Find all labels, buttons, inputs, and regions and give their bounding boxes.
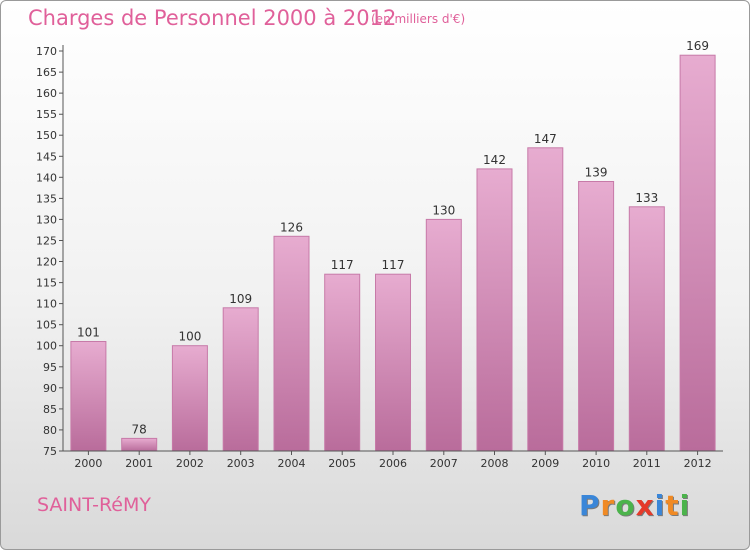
data-label-2001: 78 xyxy=(132,422,147,436)
y-tick-label-155: 155 xyxy=(36,108,57,121)
y-tick-label-90: 90 xyxy=(43,382,57,395)
data-label-2011: 133 xyxy=(635,191,658,205)
commune-name: SAINT-RéMY xyxy=(37,494,151,516)
bar-2000 xyxy=(70,341,107,452)
x-tick-label-2000: 2000 xyxy=(74,457,102,470)
data-label-2012: 169 xyxy=(686,39,709,53)
logo-letter: i xyxy=(679,489,691,522)
bar-2012 xyxy=(679,54,716,452)
data-label-2004: 126 xyxy=(280,220,303,234)
bar-2002 xyxy=(171,345,208,452)
x-tick-label-2001: 2001 xyxy=(125,457,153,470)
y-tick-label-150: 150 xyxy=(36,129,57,142)
y-tick-label-75: 75 xyxy=(43,445,57,458)
x-tick-label-2011: 2011 xyxy=(633,457,661,470)
logo-letter: t xyxy=(665,489,680,522)
logo-letter: P xyxy=(579,489,601,522)
data-label-2006: 117 xyxy=(382,258,405,272)
logo-letter: r xyxy=(600,489,616,522)
data-label-2007: 130 xyxy=(432,203,455,217)
bar-2007 xyxy=(425,218,462,452)
bar-2009 xyxy=(527,147,564,452)
y-tick-label-165: 165 xyxy=(36,66,57,79)
data-label-2008: 142 xyxy=(483,153,506,167)
logo-letter: i xyxy=(654,489,666,522)
y-tick-label-125: 125 xyxy=(36,235,57,248)
bar-2011 xyxy=(628,206,665,452)
y-tick-label-105: 105 xyxy=(36,319,57,332)
bar-2003 xyxy=(222,307,259,452)
y-tick-label-145: 145 xyxy=(36,150,57,163)
x-tick-label-2009: 2009 xyxy=(531,457,559,470)
data-label-2009: 147 xyxy=(534,132,557,146)
bar-2010 xyxy=(578,181,615,452)
y-tick-label-85: 85 xyxy=(43,403,57,416)
y-tick-label-80: 80 xyxy=(43,424,57,437)
data-label-2010: 139 xyxy=(585,166,608,180)
bar-2004 xyxy=(273,235,310,452)
y-tick-label-115: 115 xyxy=(36,277,57,290)
logo-letter: o xyxy=(615,489,636,522)
y-tick-label-110: 110 xyxy=(36,298,57,311)
data-label-2003: 109 xyxy=(229,292,252,306)
bar-2006 xyxy=(375,273,411,452)
logo-letter: x xyxy=(635,489,655,522)
bar-2001 xyxy=(121,437,158,452)
x-tick-label-2003: 2003 xyxy=(227,457,255,470)
x-tick-label-2002: 2002 xyxy=(176,457,204,470)
y-tick-label-170: 170 xyxy=(36,45,57,58)
x-tick-label-2007: 2007 xyxy=(430,457,458,470)
x-tick-label-2004: 2004 xyxy=(278,457,306,470)
proxiti-logo[interactable]: Proxiti xyxy=(579,489,690,522)
x-tick-label-2005: 2005 xyxy=(328,457,356,470)
y-tick-label-130: 130 xyxy=(36,213,57,226)
data-label-2000: 101 xyxy=(77,326,100,340)
bar-2005 xyxy=(324,273,361,452)
chart-title: Charges de Personnel 2000 à 2012 xyxy=(28,6,397,30)
x-tick-label-2010: 2010 xyxy=(582,457,610,470)
y-tick-label-140: 140 xyxy=(36,171,57,184)
y-tick-label-160: 160 xyxy=(36,87,57,100)
y-tick-label-120: 120 xyxy=(36,256,57,269)
bar-2008 xyxy=(476,168,513,452)
y-tick-label-95: 95 xyxy=(43,361,57,374)
x-tick-label-2006: 2006 xyxy=(379,457,407,470)
y-tick-label-135: 135 xyxy=(36,192,57,205)
y-tick-label-100: 100 xyxy=(36,340,57,353)
data-label-2005: 117 xyxy=(331,258,354,272)
x-tick-label-2008: 2008 xyxy=(481,457,509,470)
chart-subtitle: (en milliers d'€) xyxy=(371,12,466,26)
data-label-2002: 100 xyxy=(178,330,201,344)
x-tick-label-2012: 2012 xyxy=(684,457,712,470)
